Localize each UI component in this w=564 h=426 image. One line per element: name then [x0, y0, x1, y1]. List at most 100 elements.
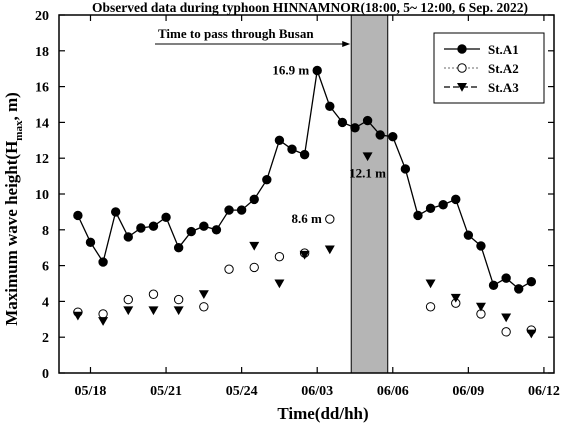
- x-tick-label: 06/09: [452, 384, 484, 399]
- x-axis-title: Time(dd/hh): [277, 404, 368, 423]
- arrow-head-icon: [342, 41, 351, 47]
- y-axis-title-main: Maximum wave height(H: [2, 141, 21, 326]
- data-point: [123, 306, 134, 316]
- x-tick-label: 06/06: [377, 384, 409, 399]
- data-point: [85, 237, 96, 248]
- data-point: [362, 115, 373, 126]
- data-point: [325, 101, 335, 111]
- annotations-group: 16.9 m 8.6 m 12.1 m: [272, 62, 386, 226]
- legend-label: St.A1: [488, 42, 519, 57]
- data-point: [501, 327, 511, 337]
- data-point: [375, 130, 385, 140]
- data-point: [287, 144, 297, 154]
- y-axis-title-sub: max: [13, 120, 25, 141]
- data-point: [526, 277, 537, 287]
- data-point: [514, 284, 524, 294]
- series-sta3: [72, 152, 537, 339]
- data-point: [249, 194, 259, 205]
- x-tick-label: 06/12: [528, 384, 560, 399]
- y-tick-label: 4: [42, 295, 49, 310]
- data-point: [186, 226, 196, 237]
- data-point: [299, 149, 310, 160]
- x-tick-label: 05/18: [75, 384, 107, 399]
- data-point: [98, 257, 108, 267]
- data-label: 8.6 m: [291, 211, 322, 226]
- data-point: [362, 152, 373, 162]
- data-point: [501, 273, 511, 283]
- y-tick-label: 14: [35, 116, 49, 131]
- shaded-label: Time to pass through Busan: [158, 26, 314, 41]
- data-point: [249, 241, 260, 251]
- data-point: [425, 203, 436, 214]
- data-point: [425, 302, 436, 312]
- y-tick-label: 12: [35, 152, 49, 167]
- y-axis-title-end: , m): [2, 92, 21, 120]
- data-point: [337, 117, 348, 128]
- data-point: [350, 123, 360, 133]
- data-point: [148, 221, 159, 231]
- y-tick-label: 18: [35, 45, 49, 60]
- data-point: [413, 210, 423, 221]
- data-point: [274, 135, 285, 146]
- series-sta1: [73, 65, 537, 294]
- data-point: [501, 313, 512, 323]
- shaded-region-group: Time to pass through Busan: [155, 14, 389, 374]
- data-point: [161, 212, 171, 222]
- data-point: [148, 306, 159, 316]
- legend: St.A1 St.A2 St.A3: [433, 32, 545, 104]
- data-point: [450, 293, 461, 303]
- x-axis: 05/18 05/21 05/24 06/03 06/06 06/09 06/12: [75, 15, 560, 399]
- data-point: [249, 262, 259, 273]
- data-point: [98, 317, 109, 326]
- data-point: [236, 205, 247, 215]
- data-point: [526, 329, 537, 339]
- data-point: [173, 306, 184, 316]
- data-point: [488, 280, 499, 290]
- data-point: [73, 210, 83, 221]
- data-point: [110, 207, 121, 217]
- data-point: [224, 205, 234, 215]
- data-point: [148, 289, 159, 299]
- data-point: [198, 290, 209, 299]
- data-point: [451, 194, 461, 205]
- y-tick-label: 6: [42, 260, 49, 275]
- series-group: [72, 65, 537, 339]
- legend-marker: [457, 44, 467, 54]
- data-point: [72, 311, 83, 321]
- data-point: [463, 230, 474, 240]
- y-tick-label: 8: [42, 224, 49, 239]
- data-point: [425, 279, 436, 289]
- data-point: [274, 279, 285, 289]
- data-point: [299, 250, 310, 260]
- data-point: [475, 302, 486, 312]
- data-point: [438, 200, 448, 210]
- chart-title: Observed data during typhoon HINNAMNOR(1…: [92, 0, 528, 15]
- y-tick-label: 2: [42, 331, 49, 346]
- data-point: [199, 221, 209, 231]
- data-label: 12.1 m: [349, 165, 386, 180]
- legend-marker: [457, 83, 467, 92]
- x-tick-label: 06/03: [301, 384, 333, 399]
- shaded-region: [350, 14, 389, 374]
- data-point: [199, 302, 209, 312]
- data-point: [388, 132, 398, 142]
- data-point: [173, 294, 184, 305]
- data-point: [312, 65, 322, 76]
- x-tick-label: 05/24: [226, 384, 258, 399]
- data-point: [324, 245, 335, 255]
- data-point: [123, 232, 133, 242]
- y-tick-label: 16: [35, 81, 49, 96]
- data-point: [173, 243, 184, 253]
- legend-label: St.A2: [488, 61, 519, 76]
- y-axis: 0 2 4 6 8 10 12 14 16 18 20: [35, 9, 554, 382]
- data-point: [262, 174, 272, 185]
- y-tick-label: 20: [35, 9, 49, 24]
- y-axis-title: Maximum wave height(Hmax, m): [2, 92, 25, 326]
- data-point: [325, 214, 335, 224]
- data-label: 16.9 m: [272, 62, 309, 77]
- data-point: [476, 241, 486, 251]
- data-point: [224, 264, 234, 274]
- y-tick-label: 10: [35, 188, 49, 203]
- y-tick-label: 0: [42, 367, 49, 382]
- x-tick-label: 05/21: [150, 384, 182, 399]
